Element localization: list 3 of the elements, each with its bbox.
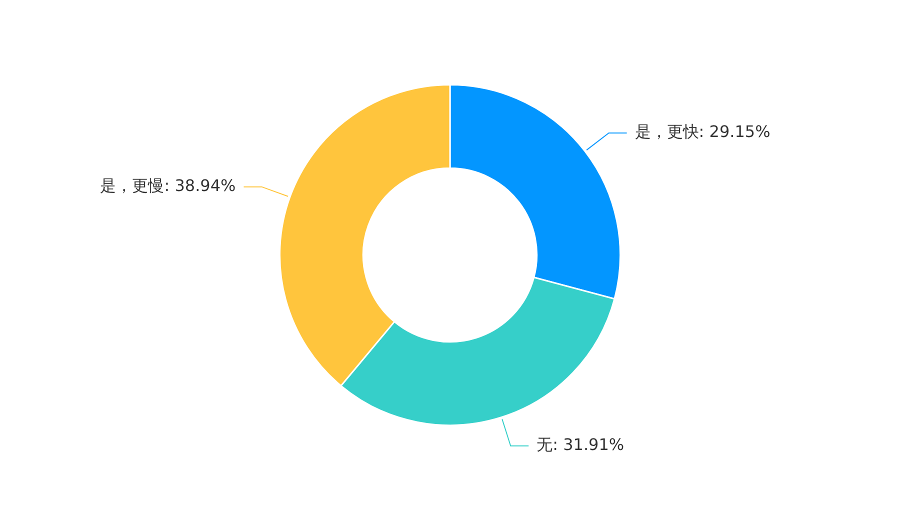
slice-label: 是，更快: 29.15% bbox=[634, 122, 770, 142]
slice-label: 是，更慢: 38.94% bbox=[100, 176, 236, 195]
slice-label: 无: 31.91% bbox=[536, 435, 624, 454]
